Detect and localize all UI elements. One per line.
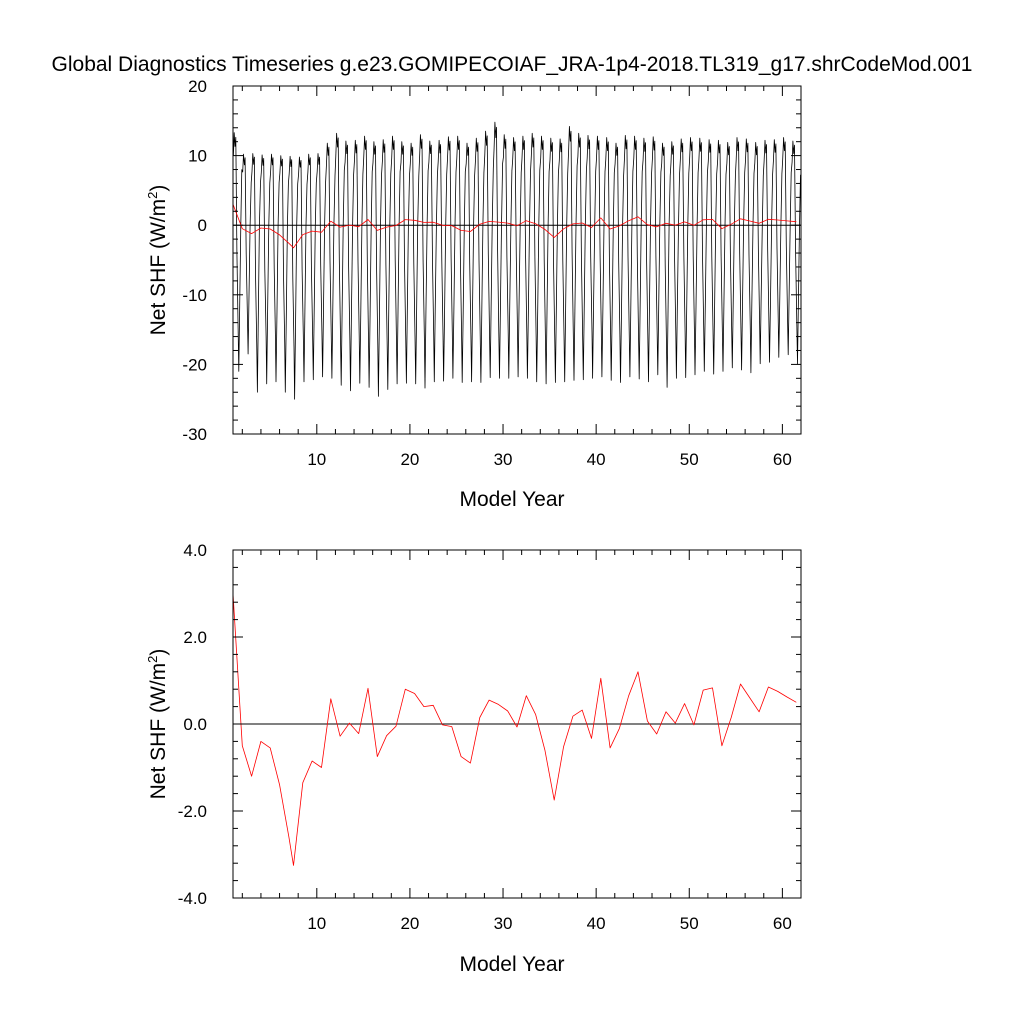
bottom-y-tick-label: -2.0 bbox=[178, 802, 207, 821]
top-x-tick-label: 60 bbox=[773, 450, 792, 469]
bottom-x-tick-label: 20 bbox=[400, 914, 419, 933]
bottom-y-tick-label: 4.0 bbox=[183, 541, 207, 560]
bottom-y-tick-label: -4.0 bbox=[178, 889, 207, 908]
top-y-axis-label: Net SHF (W/m2) bbox=[145, 185, 170, 336]
top-y-tick-label: -20 bbox=[182, 355, 207, 374]
top-panel: 10 20 30 40 50 60 -30 -20 -10 0 10 20 Model Year Ne… bbox=[145, 77, 802, 511]
top-y-tick-label: -30 bbox=[182, 425, 207, 444]
bottom-x-tick-label: 10 bbox=[307, 914, 326, 933]
top-plot-frame bbox=[232, 85, 802, 435]
top-x-tick-label: 50 bbox=[680, 450, 699, 469]
bottom-x-tick-label: 40 bbox=[587, 914, 606, 933]
bottom-x-tick-label: 50 bbox=[680, 914, 699, 933]
bottom-y-tick-label: 0.0 bbox=[183, 715, 207, 734]
bottom-y-axis-label: Net SHF (W/m2) bbox=[145, 649, 170, 800]
top-y-tick-label: 10 bbox=[188, 147, 207, 166]
top-y-tick-label: -10 bbox=[182, 286, 207, 305]
bottom-y-tick-label: 2.0 bbox=[183, 628, 207, 647]
top-y-tick-label: 0 bbox=[198, 216, 207, 235]
bottom-series-annual-mean-net-SHF bbox=[232, 593, 797, 866]
top-x-axis-label: Model Year bbox=[459, 488, 564, 511]
bottom-x-tick-label: 60 bbox=[773, 914, 792, 933]
bottom-x-tick-label: 30 bbox=[494, 914, 513, 933]
top-x-tick-label: 10 bbox=[307, 450, 326, 469]
top-y-tick-label: 20 bbox=[188, 77, 207, 96]
top-x-tick-label: 30 bbox=[494, 450, 513, 469]
top-x-tick-label: 20 bbox=[400, 450, 419, 469]
top-x-tick-label: 40 bbox=[587, 450, 606, 469]
figure-title: Global Diagnostics Timeseries g.e23.GOMI… bbox=[52, 53, 973, 76]
top-series-annual-mean-net-SHF bbox=[232, 204, 797, 249]
top-series-monthly-net-SHF bbox=[233, 121, 801, 400]
bottom-x-axis-label: Model Year bbox=[459, 953, 564, 976]
bottom-panel: 10 20 30 40 50 60 -4.0 -2.0 0.0 2.0 4.0 Model Year… bbox=[145, 541, 802, 976]
